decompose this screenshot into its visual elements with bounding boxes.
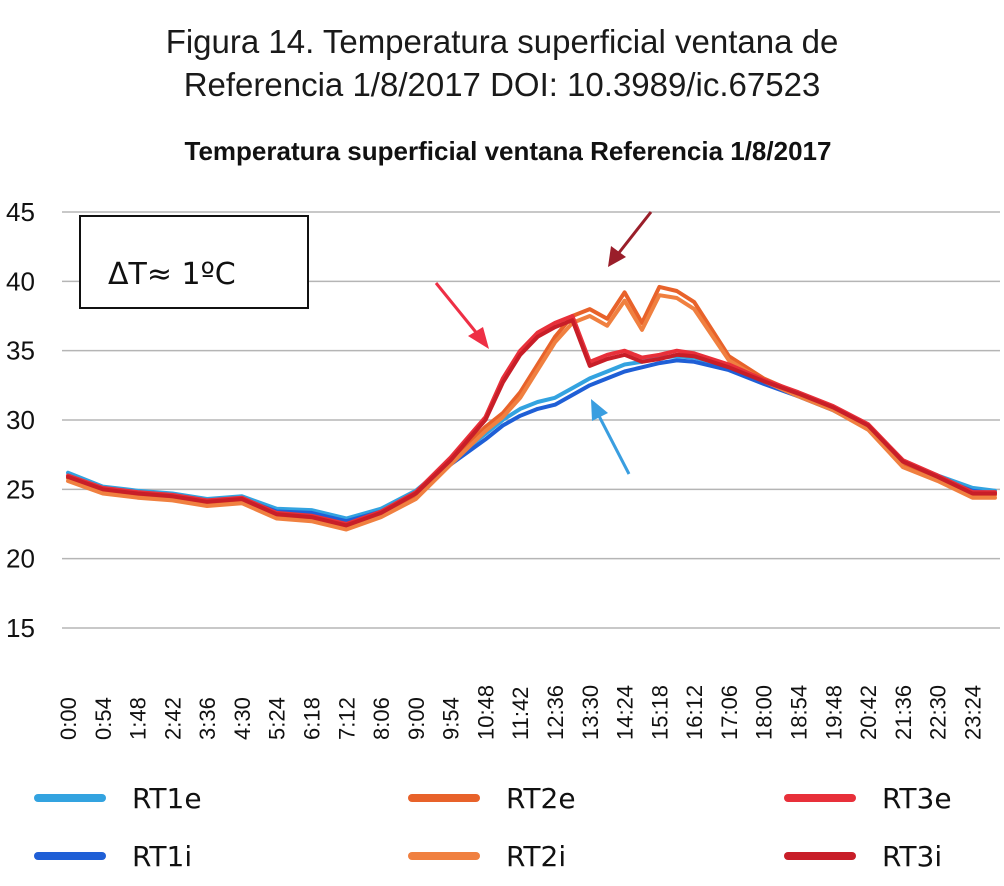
x-tick-label: 18:00 — [752, 685, 777, 740]
arrow-blue — [591, 399, 631, 475]
x-axis: 0:00 0:54 1:48 2:42 3:36 4:30 5:24 6:18 7:12 8:06… — [56, 685, 985, 740]
x-tick-label: 0:00 — [56, 697, 81, 740]
x-tick-label: 3:36 — [195, 697, 220, 740]
x-tick-label: 9:54 — [439, 697, 464, 740]
x-tick-label: 4:30 — [230, 697, 255, 740]
x-tick-label: 10:48 — [473, 685, 498, 740]
x-tick-label: 19:48 — [821, 685, 846, 740]
x-tick-label: 0:54 — [91, 697, 116, 740]
x-tick-label: 2:42 — [160, 697, 185, 740]
x-tick-label: 17:06 — [717, 685, 742, 740]
arrow-darkred — [608, 211, 653, 267]
annotation-text: ΔT≈ 1ºC — [108, 257, 236, 292]
figure-caption: Figura 14. Temperatura superficial venta… — [0, 20, 1004, 106]
x-tick-label: 18:54 — [787, 685, 812, 740]
x-tick-label: 11:42 — [508, 687, 533, 740]
legend-label-rt3i: RT3i — [882, 840, 942, 873]
y-tick-label: 15 — [6, 613, 35, 643]
x-tick-label: 15:18 — [647, 685, 672, 740]
arrow-red — [434, 282, 489, 349]
x-tick-label: 14:24 — [613, 685, 638, 740]
y-tick-label: 20 — [6, 544, 35, 574]
annotation-box — [79, 215, 309, 309]
grid — [62, 211, 1000, 629]
annotations: ΔT≈ 1ºC — [79, 211, 653, 475]
x-tick-label: 8:06 — [369, 697, 394, 740]
x-tick-label: 9:00 — [404, 697, 429, 740]
x-tick-label: 6:18 — [300, 697, 325, 740]
y-tick-label: 45 — [6, 197, 35, 227]
chart-title: Temperatura superficial ventana Referenc… — [185, 136, 832, 166]
legend-label-rt2i: RT2i — [506, 840, 566, 873]
legend-label-rt2e: RT2e — [506, 782, 576, 815]
y-axis: 45 40 35 30 25 20 15 — [6, 197, 35, 643]
series-group — [66, 284, 997, 532]
x-tick-label: 1:48 — [126, 697, 151, 740]
legend: RT1e RT1i RT2e RT2i RT3e RT3i — [34, 782, 952, 873]
x-tick-label: 20:42 — [856, 685, 881, 740]
x-tick-label: 16:12 — [682, 685, 707, 740]
x-tick-label: 21:36 — [891, 685, 916, 740]
x-tick-label: 23:24 — [960, 685, 985, 740]
caption-line-1: Figura 14. Temperatura superficial venta… — [165, 23, 839, 60]
x-tick-label: 5:24 — [265, 697, 290, 740]
y-tick-label: 35 — [6, 336, 35, 366]
series-line-rt2i — [66, 293, 997, 532]
x-tick-label: 7:12 — [334, 697, 359, 740]
legend-label-rt3e: RT3e — [882, 782, 952, 815]
legend-label-rt1e: RT1e — [132, 782, 202, 815]
series-line-rt3i — [66, 318, 997, 528]
y-tick-label: 30 — [6, 405, 35, 435]
series-line-rt2e — [66, 284, 997, 529]
x-tick-label: 22:30 — [926, 685, 951, 740]
y-tick-label: 25 — [6, 474, 35, 504]
y-tick-label: 40 — [6, 266, 35, 296]
caption-line-2: Referencia 1/8/2017 DOI: 10.3989/ic.6752… — [183, 66, 821, 103]
x-tick-label: 12:36 — [543, 685, 568, 740]
legend-label-rt1i: RT1i — [132, 840, 192, 873]
x-tick-label: 13:30 — [578, 685, 603, 740]
